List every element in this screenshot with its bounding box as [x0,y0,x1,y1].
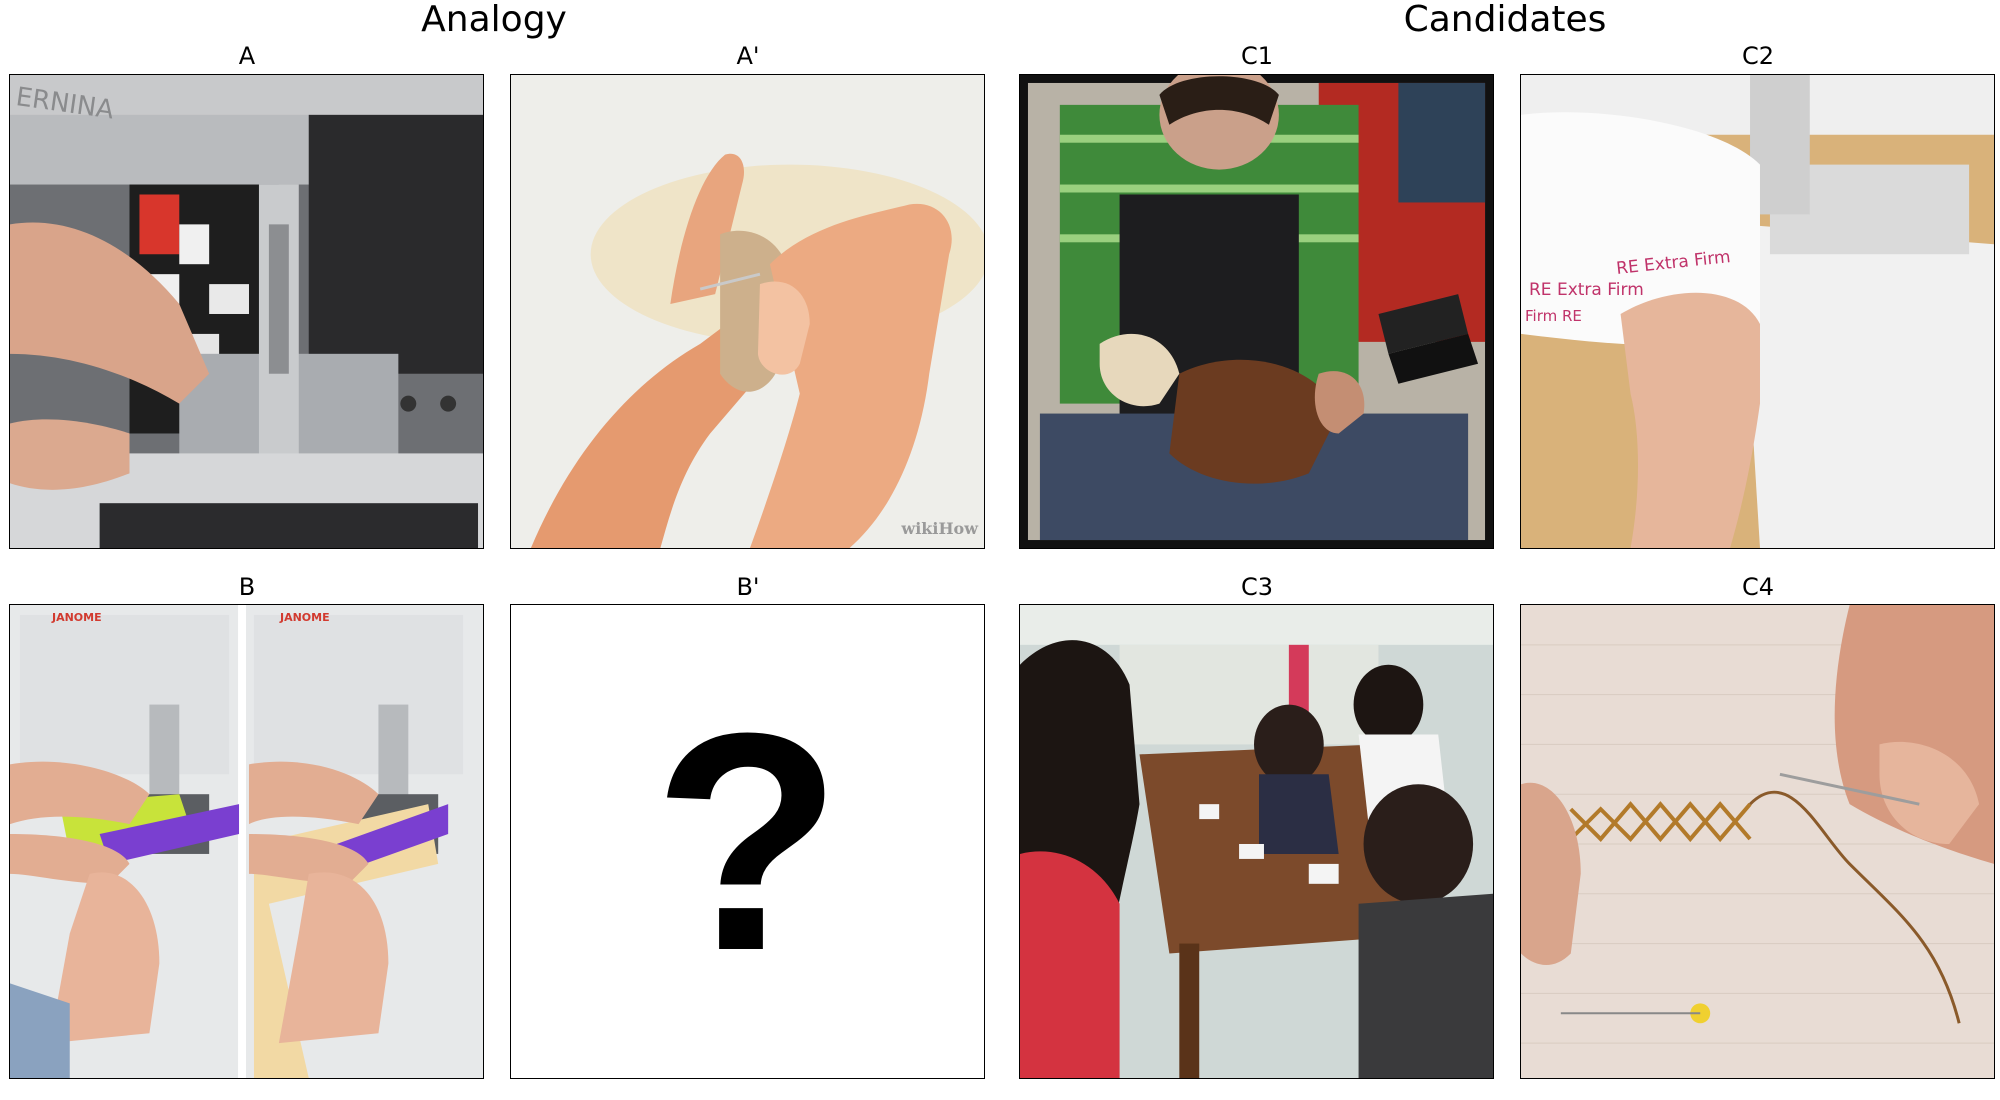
label-c3: C3 [1240,573,1274,601]
label-b-prime: B' [736,573,760,601]
question-mark: ? [652,667,843,1015]
panel-c3-image[interactable] [1019,604,1494,1079]
janome-logo-left: JANOME [52,611,102,624]
label-c1: C1 [1240,42,1274,70]
cobbler-stitching-photo [1020,75,1493,548]
label-c4: C4 [1741,573,1775,601]
label-c2: C2 [1741,42,1775,70]
panel-c4-image[interactable] [1520,604,1995,1079]
group-sewing-photo [1020,605,1493,1078]
panel-c1-image[interactable] [1019,74,1494,549]
panel-b-prime-placeholder[interactable]: ? [510,604,985,1079]
fabric-print-text-3: Firm RE [1525,307,1582,325]
janome-logo-right: JANOME [280,611,330,624]
hand-sewing-photo [511,75,984,548]
sewing-machine-quilt-photo: ERNINA [10,75,483,548]
label-b: B [238,573,256,601]
panel-a-image[interactable]: ERNINA [9,74,484,549]
panel-b-image[interactable]: JANOME JANOME [9,604,484,1079]
pillow-sewing-machine-photo [1521,75,1994,548]
panel-a-prime-image[interactable]: wikiHow [510,74,985,549]
label-a-prime: A' [736,42,760,70]
analogy-heading: Analogy [421,0,567,40]
candidates-heading: Candidates [1403,0,1607,40]
embroidery-stitch-photo [1521,605,1994,1078]
fabric-print-text-2: RE Extra Firm [1529,280,1644,300]
janome-sewing-photos [10,605,483,1078]
panel-c2-image[interactable]: RE Extra Firm RE Extra Firm Firm RE [1520,74,1995,549]
wikihow-watermark: wikiHow [901,519,978,538]
label-a: A [238,42,256,70]
